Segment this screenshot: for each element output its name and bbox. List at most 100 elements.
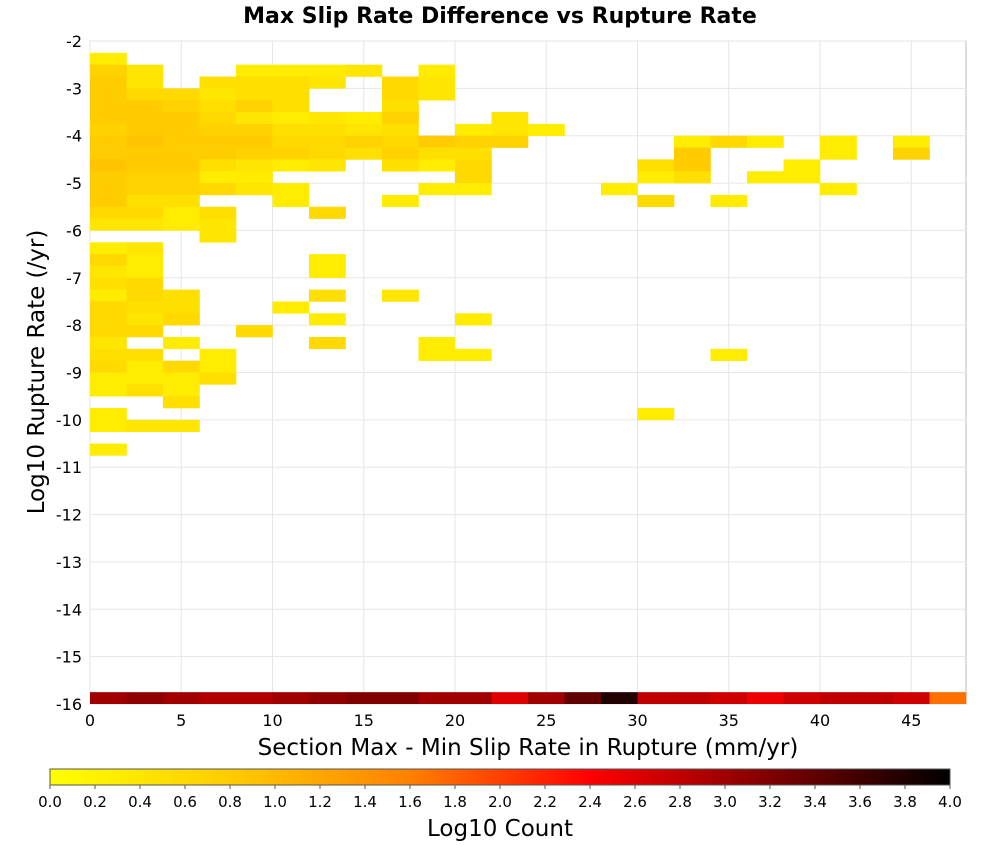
heatmap-cell-bottom-row xyxy=(163,692,200,704)
colorbar-tick-label: 2.4 xyxy=(578,793,602,811)
heatmap-cell xyxy=(126,206,164,219)
heatmap-cell-bottom-row xyxy=(309,692,346,704)
heatmap-cell xyxy=(199,372,237,385)
heatmap-cell xyxy=(272,135,310,148)
heatmap-cell xyxy=(674,171,711,184)
x-tick-label: 15 xyxy=(354,711,374,730)
heatmap-cell-bottom-row xyxy=(455,692,492,704)
heatmap-cell xyxy=(199,123,237,137)
colorbar-tick-label: 1.4 xyxy=(353,793,377,811)
heatmap-cell xyxy=(637,408,675,421)
heatmap-cell xyxy=(90,218,127,231)
heatmap-cell xyxy=(382,112,419,125)
colorbar-tick-label: 3.0 xyxy=(713,793,737,811)
heatmap-cell xyxy=(820,135,857,148)
heatmap-cell xyxy=(674,159,711,172)
heatmap-cell xyxy=(90,76,127,89)
heatmap-cell xyxy=(418,348,456,361)
heatmap-cell xyxy=(236,88,273,101)
y-tick-label: -10 xyxy=(56,411,82,430)
heatmap-cell xyxy=(199,171,237,184)
heatmap-cell xyxy=(163,419,200,432)
heatmap-cell-bottom-row xyxy=(272,692,310,704)
heatmap-cell xyxy=(491,112,529,125)
colorbar-tick-label: 1.6 xyxy=(398,793,422,811)
heatmap-cell xyxy=(199,360,237,373)
heatmap-cell xyxy=(126,171,164,184)
heatmap-cell xyxy=(455,123,492,137)
heatmap-cell xyxy=(90,265,127,279)
colorbar-tick-label: 0.0 xyxy=(38,793,62,811)
heatmap-cell xyxy=(491,123,529,137)
heatmap-cell xyxy=(199,230,237,243)
heatmap-cell xyxy=(90,348,127,361)
heatmap-cell-bottom-row xyxy=(747,692,784,704)
heatmap-cell xyxy=(382,135,419,148)
heatmap-cell xyxy=(126,183,164,196)
heatmap-cell xyxy=(163,123,200,137)
colorbar-tick-label: 4.0 xyxy=(938,793,962,811)
heatmap-cell-bottom-row xyxy=(491,692,529,704)
heatmap-cell xyxy=(309,147,346,160)
heatmap-cell xyxy=(90,171,127,184)
heatmap-cell xyxy=(90,360,127,373)
heatmap-cell xyxy=(236,325,273,338)
heatmap-cell xyxy=(199,348,237,361)
heatmap-cell-bottom-row xyxy=(199,692,237,704)
heatmap-cell xyxy=(710,194,748,208)
heatmap-cell xyxy=(163,301,200,314)
x-tick-label: 5 xyxy=(176,711,186,730)
heatmap-cell-bottom-row xyxy=(345,692,383,704)
heatmap-cell xyxy=(236,112,273,125)
colorbar-label: Log10 Count xyxy=(427,816,573,842)
heatmap-cell xyxy=(90,277,127,290)
heatmap-cell xyxy=(893,135,930,148)
heatmap-cell xyxy=(126,289,164,302)
heatmap-cell xyxy=(90,112,127,125)
heatmap-cell xyxy=(90,183,127,196)
heatmap-cell-bottom-row xyxy=(783,692,821,704)
heatmap-cell xyxy=(126,325,164,338)
heatmap-cell-bottom-row xyxy=(820,692,857,704)
heatmap-cell xyxy=(345,123,383,137)
y-tick-label: -15 xyxy=(56,648,82,667)
heatmap-cell xyxy=(90,147,127,160)
heatmap-cell xyxy=(126,194,164,208)
y-tick-label: -12 xyxy=(56,506,82,525)
heatmap-cell-bottom-row xyxy=(90,692,127,704)
heatmap-cell xyxy=(90,419,127,432)
heatmap-cell-bottom-row xyxy=(564,692,602,704)
heatmap-cell xyxy=(126,64,164,77)
colorbar-tick-label: 3.2 xyxy=(758,793,782,811)
heatmap-cell xyxy=(199,76,237,89)
heatmap-cell xyxy=(90,384,127,397)
colorbar-tick-label: 0.8 xyxy=(218,793,242,811)
heatmap-cell xyxy=(637,194,675,208)
heatmap-cell-bottom-row xyxy=(893,692,930,704)
heatmap-cell xyxy=(637,159,675,172)
colorbar-tick-label: 0.6 xyxy=(173,793,197,811)
heatmap-cell xyxy=(90,336,127,350)
heatmap-cell xyxy=(236,76,273,89)
heatmap-cell xyxy=(126,76,164,89)
heatmap-cell xyxy=(90,313,127,326)
heatmap-cell xyxy=(163,147,200,160)
heatmap-cell xyxy=(418,64,456,77)
heatmap-cell xyxy=(199,88,237,101)
heatmap-cell xyxy=(199,218,237,231)
heatmap-cell xyxy=(272,183,310,196)
heatmap-cell xyxy=(236,123,273,137)
heatmap-cell xyxy=(272,88,310,101)
heatmap-cell xyxy=(674,135,711,148)
heatmap-cell-bottom-row xyxy=(929,692,967,704)
colorbar-tick-label: 0.2 xyxy=(83,793,107,811)
heatmap-cell xyxy=(893,147,930,160)
heatmap-cell xyxy=(272,64,310,77)
heatmap-cell xyxy=(90,301,127,314)
heatmap-cell-bottom-row xyxy=(236,692,273,704)
x-tick-label: 10 xyxy=(262,711,282,730)
heatmap-cell xyxy=(272,159,310,172)
y-tick-label: -16 xyxy=(56,695,82,714)
heatmap-cell xyxy=(309,135,346,148)
